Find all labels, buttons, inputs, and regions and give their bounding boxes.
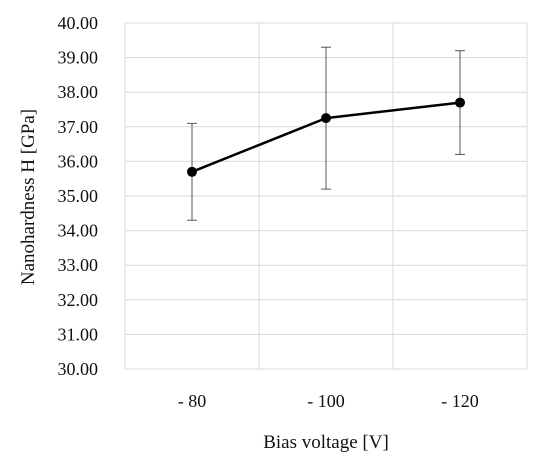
y-tick-label: 37.00 xyxy=(58,117,99,137)
data-point xyxy=(187,166,197,177)
y-tick-label: 35.00 xyxy=(58,186,99,206)
x-tick-label: - 100 xyxy=(307,391,345,411)
y-tick-label: 32.00 xyxy=(58,290,99,310)
y-axis-title: Nanohardness H [GPa] xyxy=(18,109,39,285)
y-tick-label: 36.00 xyxy=(58,151,99,171)
data-point xyxy=(321,113,331,124)
tick-labels: 30.00 31.00 32.00 33.00 34.00 35.00 36.00 37.00… xyxy=(58,13,479,411)
data-series xyxy=(187,97,465,177)
y-tick-label: 40.00 xyxy=(58,13,99,33)
y-tick-label: 39.00 xyxy=(58,48,99,68)
y-tick-label: 33.00 xyxy=(58,255,99,275)
y-tick-label: 34.00 xyxy=(58,221,99,241)
error-bars xyxy=(187,46,465,221)
data-point xyxy=(455,97,465,108)
y-tick-label: 38.00 xyxy=(58,82,99,102)
x-tick-label: - 120 xyxy=(441,391,479,411)
y-tick-label: 30.00 xyxy=(58,359,99,379)
y-tick-label: 31.00 xyxy=(58,324,99,344)
x-tick-label: - 80 xyxy=(178,391,207,411)
x-axis-title: Bias voltage [V] xyxy=(263,432,389,453)
